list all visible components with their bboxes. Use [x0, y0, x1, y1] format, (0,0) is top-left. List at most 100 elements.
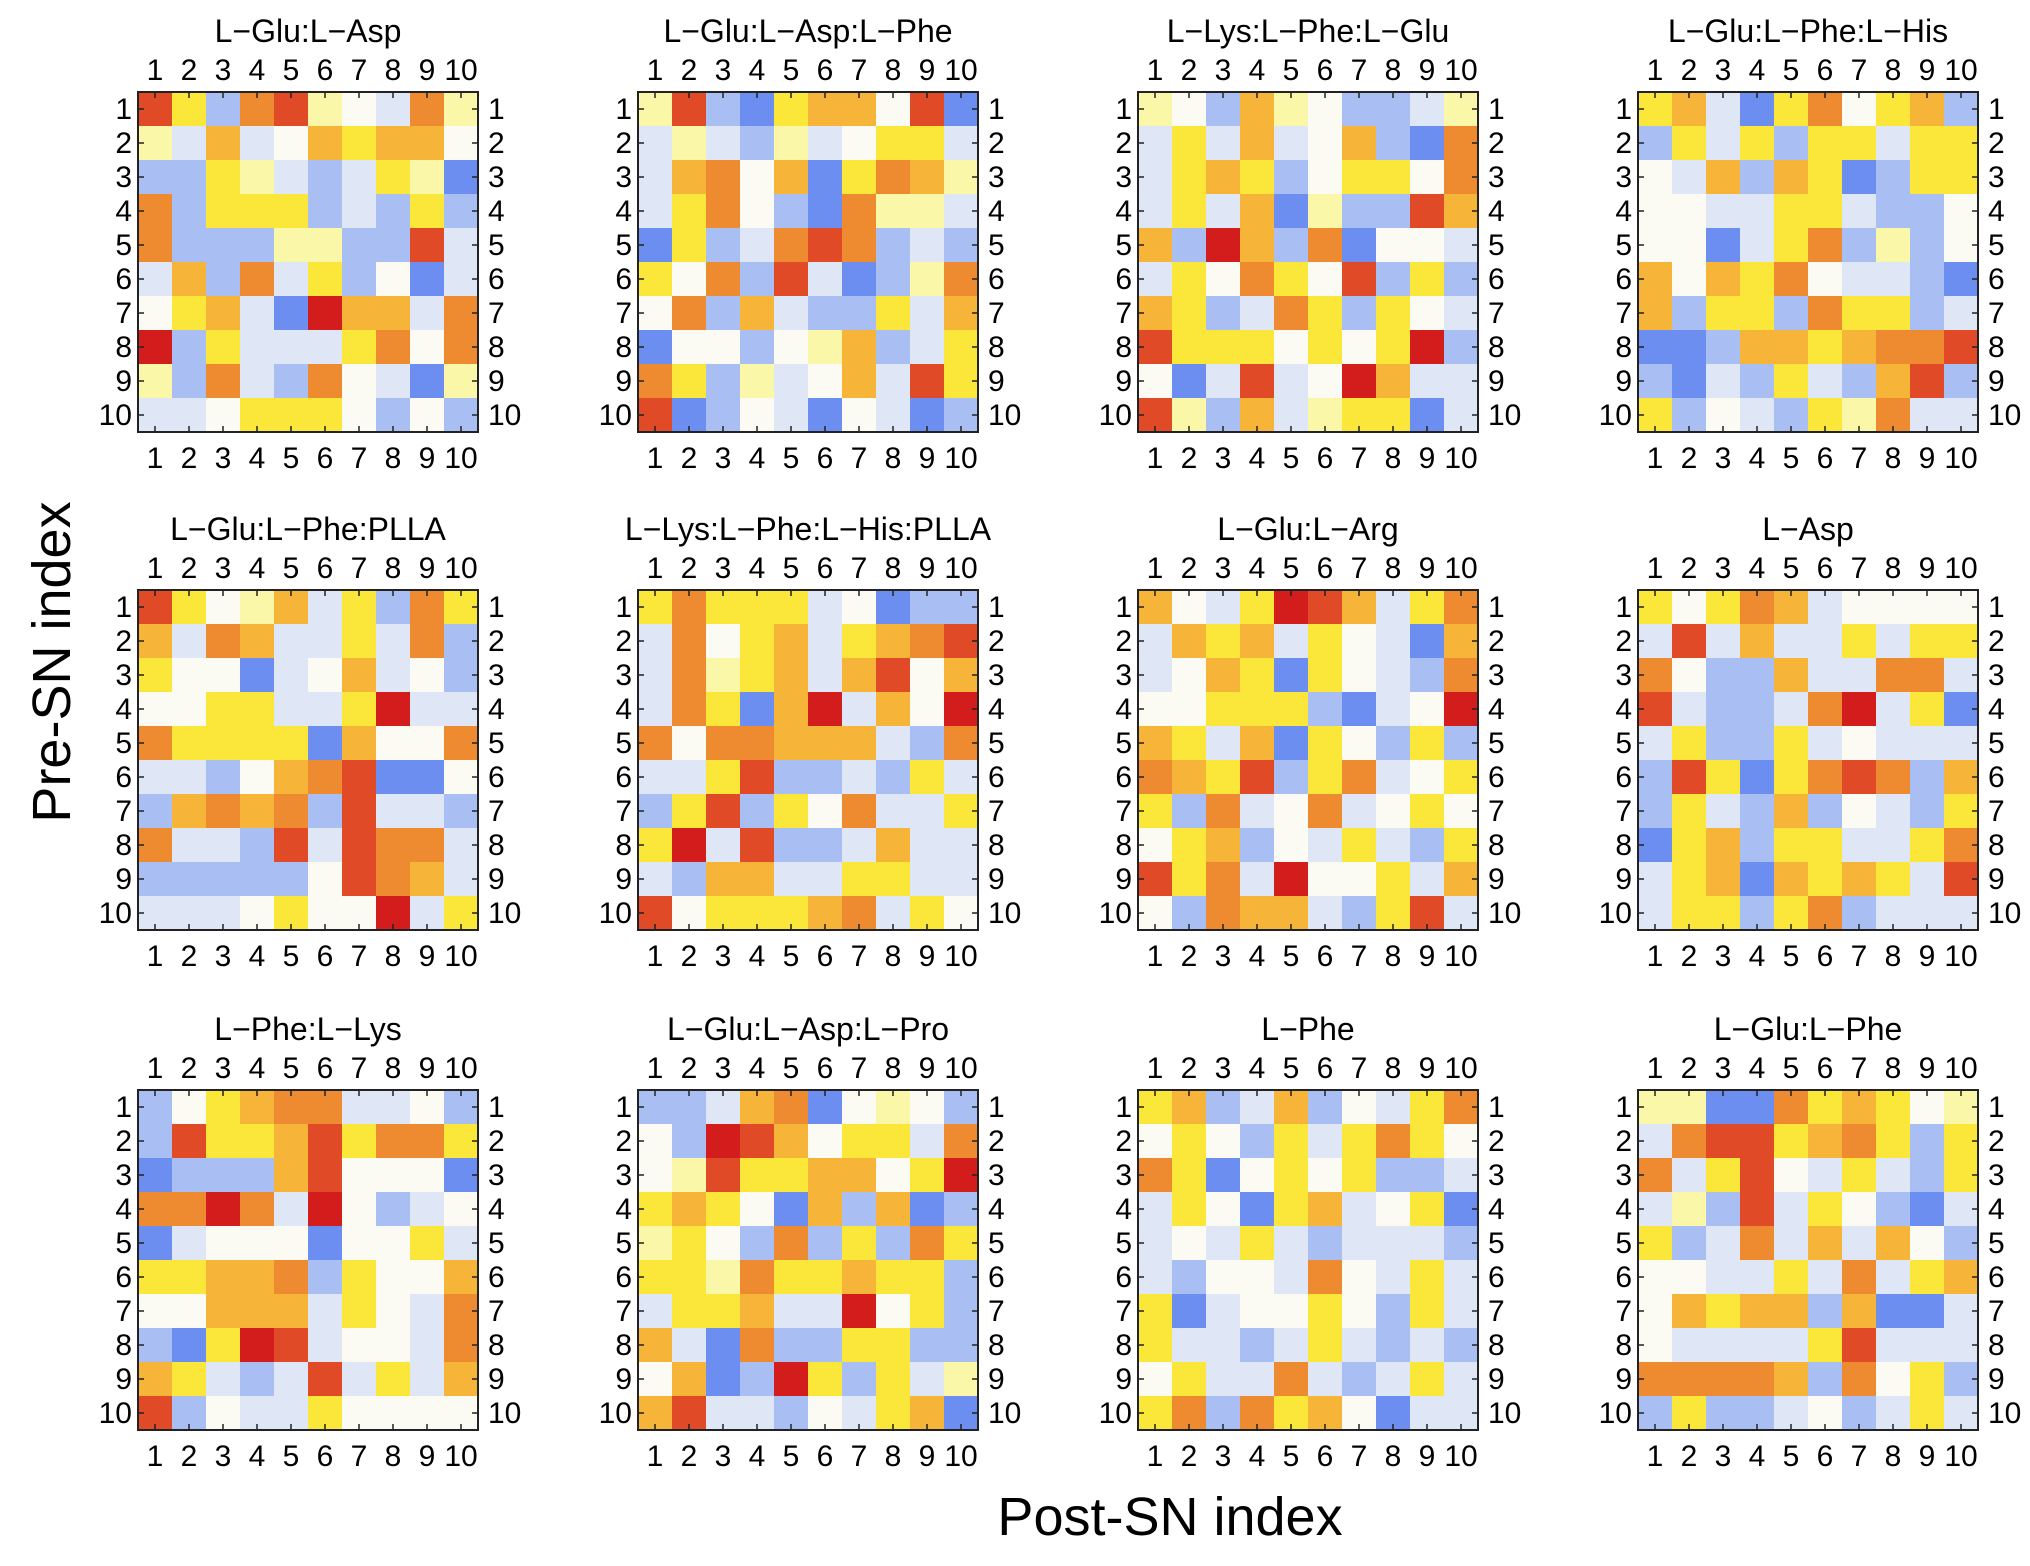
x-tick-label-bottom: 6 — [317, 442, 334, 475]
x-tick-label-top: 3 — [215, 1052, 232, 1085]
heatmap-cell — [206, 160, 241, 195]
heatmap-cell — [774, 1294, 809, 1329]
heatmap-cell — [706, 1294, 741, 1329]
heatmap-cell — [672, 126, 707, 161]
heatmap-cell — [910, 1260, 945, 1295]
heatmap-cell — [774, 296, 809, 331]
y-tick-label-left: 5 — [1615, 1227, 1632, 1260]
x-tick-label-bottom: 8 — [1385, 1440, 1402, 1473]
heatmap-cell — [308, 330, 343, 365]
x-tick-label-bottom: 7 — [1851, 940, 1868, 973]
heatmap-cell — [1740, 692, 1775, 727]
heatmap-cell — [1274, 1260, 1309, 1295]
panel-frame — [1637, 589, 1979, 931]
heatmap-cell — [1240, 330, 1275, 365]
x-tick-label-top: 1 — [1147, 1052, 1164, 1085]
heatmap-cell — [274, 126, 309, 161]
heatmap-cell — [876, 194, 911, 229]
heatmap-cell — [1240, 1158, 1275, 1193]
heatmap-cell — [1740, 658, 1775, 693]
x-tick-label-top: 10 — [444, 54, 477, 87]
heatmap-cell — [1206, 624, 1241, 659]
y-tick-label-left: 7 — [1615, 795, 1632, 828]
x-tick-label-bottom: 8 — [1885, 442, 1902, 475]
heatmap-cell — [274, 1362, 309, 1397]
heatmap-cell — [342, 828, 377, 863]
heatmap-cell — [1808, 726, 1843, 761]
heatmap-cell — [1808, 262, 1843, 297]
heatmap-cell — [910, 658, 945, 693]
panel-title: L−Lys:L−Phe:L−His:PLLA — [625, 511, 992, 547]
y-tick-label-left: 6 — [115, 1261, 132, 1294]
y-tick-label-left: 8 — [615, 1329, 632, 1362]
heatmap-cell — [876, 160, 911, 195]
y-tick-label-right: 3 — [488, 161, 505, 194]
heatmap-cell — [206, 692, 241, 727]
heatmap-cell — [308, 1124, 343, 1159]
panel-frame — [1137, 91, 1479, 433]
heatmap-cell — [1342, 296, 1377, 331]
heatmap-cell — [1672, 794, 1707, 829]
heatmap-cell — [1206, 1260, 1241, 1295]
panel-title: L−Glu:L−Asp:L−Phe — [663, 13, 952, 49]
y-tick-label-right: 7 — [988, 795, 1005, 828]
heatmap-cell — [274, 692, 309, 727]
x-tick-label-top: 2 — [1181, 54, 1198, 87]
x-tick-label-bottom: 2 — [181, 1440, 198, 1473]
heatmap-cell — [910, 726, 945, 761]
y-tick-label-left: 3 — [1115, 161, 1132, 194]
heatmap-cell — [1740, 1328, 1775, 1363]
heatmap-cell — [274, 1260, 309, 1295]
x-tick-label-bottom: 7 — [1351, 940, 1368, 973]
heatmap-cell — [1706, 1124, 1741, 1159]
y-tick-label-left: 1 — [1615, 1091, 1632, 1124]
heatmap-cell — [1308, 828, 1343, 863]
y-tick-label-left: 9 — [1615, 863, 1632, 896]
heatmap-cell — [706, 1328, 741, 1363]
x-tick-label-bottom: 1 — [1647, 1440, 1664, 1473]
heatmap-cell — [1410, 1192, 1445, 1227]
heatmap-cell — [876, 330, 911, 365]
heatmap-cell — [376, 692, 411, 727]
x-tick-label-top: 8 — [1885, 552, 1902, 585]
heatmap-cell — [1376, 364, 1411, 399]
heatmap-cell — [1672, 228, 1707, 263]
heatmap-cell — [808, 194, 843, 229]
x-tick-label-top: 8 — [1885, 1052, 1902, 1085]
heatmap-cell — [1342, 262, 1377, 297]
heatmap-cell — [1706, 194, 1741, 229]
heatmap-cell — [206, 828, 241, 863]
heatmap-cell — [206, 1192, 241, 1227]
heatmap-cell — [808, 330, 843, 365]
heatmap-cell — [1172, 1124, 1207, 1159]
heatmap-cell — [1308, 1260, 1343, 1295]
heatmap-cell — [876, 862, 911, 897]
heatmap-cell — [410, 262, 445, 297]
heatmap-cell — [240, 828, 275, 863]
heatmap-cell — [706, 296, 741, 331]
heatmap-cell — [240, 364, 275, 399]
heatmap-cell — [1308, 1124, 1343, 1159]
heatmap-cell — [1740, 1362, 1775, 1397]
heatmap-cell — [172, 726, 207, 761]
heatmap-cell — [308, 364, 343, 399]
x-tick-label-top: 7 — [1351, 54, 1368, 87]
x-tick-label-top: 7 — [851, 1052, 868, 1085]
heatmap-cell — [376, 1362, 411, 1397]
heatmap-cell — [1842, 262, 1877, 297]
heatmap-cell — [1910, 330, 1945, 365]
heatmap-cell — [1706, 1362, 1741, 1397]
heatmap-cell — [308, 296, 343, 331]
heatmap-cell — [308, 726, 343, 761]
x-tick-label-top: 6 — [817, 1052, 834, 1085]
heatmap-cell — [240, 160, 275, 195]
heatmap-cell — [808, 726, 843, 761]
heatmap-cell — [1706, 1192, 1741, 1227]
y-tick-label-left: 4 — [1115, 693, 1132, 726]
heatmap-cell — [1876, 1328, 1911, 1363]
heatmap-cell — [1774, 1362, 1809, 1397]
heatmap-cell — [706, 1362, 741, 1397]
y-tick-label-left: 5 — [1115, 229, 1132, 262]
heatmap-cell — [876, 1158, 911, 1193]
